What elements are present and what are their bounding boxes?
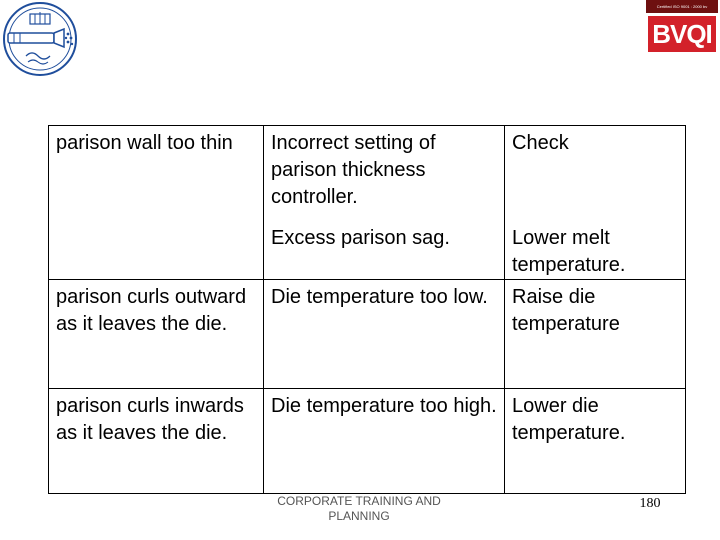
problem-cell: parison wall too thin bbox=[48, 125, 264, 221]
remedy-cell: Check bbox=[504, 125, 686, 221]
problem-cell bbox=[49, 221, 264, 280]
table-row: parison wall too thin Incorrect setting … bbox=[48, 125, 686, 221]
table-row: parison curls inwards as it leaves the d… bbox=[48, 388, 686, 494]
table-row: Excess parison sag. Lower melt temperatu… bbox=[49, 220, 686, 280]
bvqi-certification-logo: Certified ISO 9001 : 2000 bv BVQI bbox=[646, 0, 718, 54]
page-number: 180 bbox=[639, 496, 661, 511]
cause-cell: Die temperature too low. bbox=[263, 279, 505, 389]
problem-cell: parison curls inwards as it leaves the d… bbox=[48, 388, 264, 494]
table-row: parison curls outward as it leaves the d… bbox=[48, 279, 686, 389]
troubleshooting-table: parison wall too thin Incorrect setting … bbox=[48, 125, 686, 494]
cause-cell: Incorrect setting of parison thickness c… bbox=[263, 125, 505, 221]
institute-seal-icon bbox=[3, 2, 77, 76]
remedy-cell: Lower die temperature. bbox=[504, 388, 686, 494]
cause-cell: Die temperature too high. bbox=[263, 388, 505, 494]
problem-cell: parison curls outward as it leaves the d… bbox=[48, 279, 264, 389]
cause-cell: Excess parison sag. bbox=[263, 220, 505, 280]
remedy-cell: Lower melt temperature. bbox=[512, 226, 626, 276]
remedy-cell: Raise die temperature bbox=[504, 279, 686, 389]
bvqi-brand: BVQI bbox=[648, 16, 716, 52]
institute-seal-logo bbox=[0, 0, 80, 78]
footer-organization: CORPORATE TRAINING AND PLANNING bbox=[277, 494, 441, 523]
certification-text: Certified ISO 9001 : 2000 bv bbox=[646, 0, 718, 13]
